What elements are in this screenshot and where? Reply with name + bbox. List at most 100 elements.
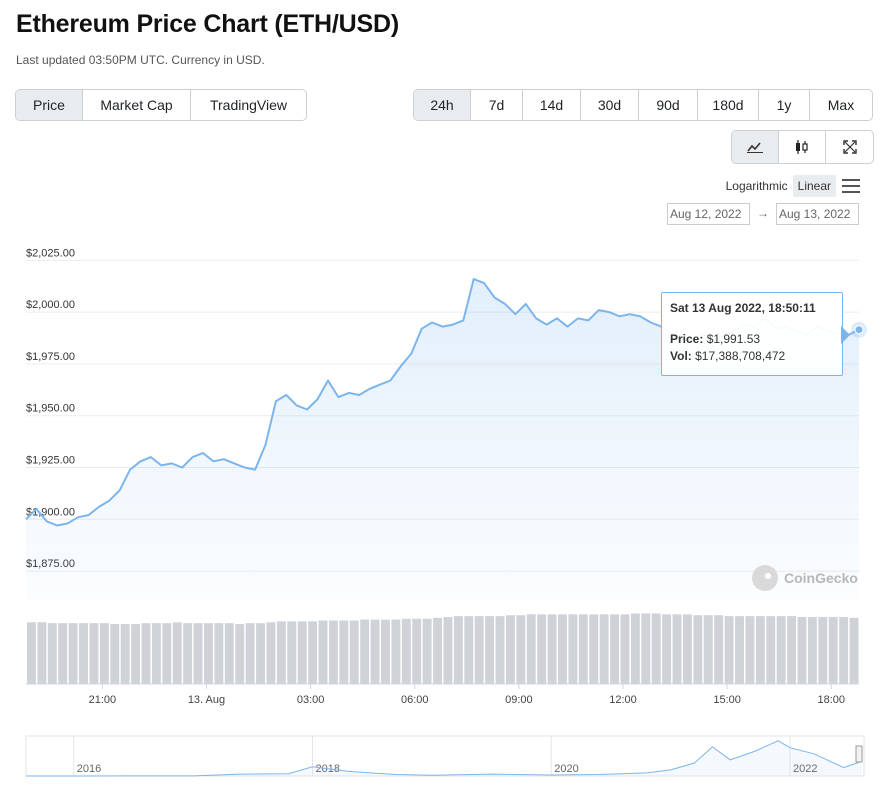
candlestick-button[interactable] [779,131,826,163]
range-1y[interactable]: 1y [759,90,810,120]
y-tick-label: $1,975.00 [26,351,75,363]
volume-bar [204,623,213,684]
x-tick-label: 12:00 [609,694,637,706]
tooltip-pointer [841,326,850,344]
volume-bar [308,621,318,684]
view-tabs: Price Market Cap TradingView [15,89,307,121]
fullscreen-button[interactable] [826,131,873,163]
volume-bar [703,615,713,684]
navigator-handle[interactable] [855,745,863,763]
volume-bar [214,623,224,684]
range-30d[interactable]: 30d [581,90,639,120]
date-to-input[interactable]: Aug 13, 2022 [776,203,859,225]
volume-bar [807,616,817,684]
volume-bar [349,620,359,684]
volume-bar [370,619,380,684]
coingecko-logo-icon [752,565,778,591]
volume-bar [318,620,328,684]
volume-bar [464,616,474,684]
volume-bar [68,623,78,684]
volume-bar [818,616,828,684]
tab-price[interactable]: Price [16,90,83,120]
volume-bar [505,615,515,684]
range-90d[interactable]: 90d [639,90,698,120]
volume-bar [714,615,724,684]
y-tick-label: $1,925.00 [26,455,75,467]
tab-tradingview[interactable]: TradingView [209,97,288,113]
hover-point [854,325,864,335]
volume-bar [599,614,609,684]
volume-bar [391,619,401,684]
volume-bar [766,616,776,684]
volume-bar [620,614,630,684]
range-24h[interactable]: 24h [414,90,471,120]
volume-bar [443,616,453,684]
volume-bar [47,623,57,684]
tooltip-price-row: Price: $1,991.53 [670,331,834,348]
line-chart-icon [747,142,763,153]
volume-bar [266,622,276,684]
y-tick-label: $2,000.00 [26,299,75,311]
volume-bars [26,613,859,685]
navigator-year-label: 2022 [793,763,817,775]
date-range-arrow: → [757,206,769,220]
volume-bar [724,616,734,684]
chart-type-toggle [731,130,874,164]
volume-bar [693,615,703,684]
range-14d[interactable]: 14d [523,90,581,120]
scale-linear[interactable]: Linear [792,175,836,197]
volume-bar [412,618,422,684]
volume-bar [433,617,442,684]
volume-bar [610,614,620,684]
line-chart-button[interactable] [732,131,779,163]
date-from-input[interactable]: Aug 12, 2022 [667,203,750,225]
price-tooltip: Sat 13 Aug 2022, 18:50:11 Price: $1,991.… [661,292,843,376]
chart-menu-icon[interactable] [842,179,860,193]
tooltip-vol-value: $17,388,708,472 [695,349,786,363]
volume-bar [276,621,286,684]
volume-bar [151,623,161,684]
range-180d[interactable]: 180d [698,90,759,120]
x-tick-label: 03:00 [297,694,325,706]
volume-bar [849,617,859,684]
volume-bar [131,624,141,684]
range-7d[interactable]: 7d [471,90,523,120]
tooltip-date: Sat 13 Aug 2022, 18:50:11 [670,301,816,315]
volume-bar [735,616,744,684]
navigator[interactable]: 2016 2018 2020 2022 [25,735,865,777]
volume-bar [589,614,599,684]
volume-bar [526,614,536,684]
volume-bar [755,616,765,684]
x-tick-label: 15:00 [713,694,741,706]
tab-market-cap[interactable]: Market Cap [83,90,191,120]
volume-bar [662,614,672,684]
volume-bar [745,616,755,684]
volume-bar [339,620,349,684]
volume-bar [328,620,338,684]
volume-bar [516,615,526,684]
volume-bar [422,618,432,684]
volume-bar [183,623,193,684]
volume-bar [651,613,661,684]
volume-bar [256,623,265,684]
volume-bar [485,616,495,684]
price-area-fill [26,279,859,600]
range-max[interactable]: Max [827,97,855,113]
volume-bar [401,618,411,684]
volume-bar [58,623,68,684]
tooltip-vol-label: Vol: [670,349,692,363]
candlestick-icon [796,140,808,154]
watermark-text: CoinGecko [784,570,858,586]
volume-bar [776,616,786,684]
volume-bar [641,613,651,684]
volume-bar [224,623,234,684]
x-tick-label: 06:00 [401,694,429,706]
x-axis-labels: 21:00 13. Aug 03:00 06:00 09:00 12:00 15:00 18:… [89,684,845,706]
navigator-series [26,740,862,777]
scale-logarithmic[interactable]: Logarithmic [725,179,788,193]
navigator-area [26,740,862,776]
last-updated-text: Last updated 03:50PM UTC. Currency in US… [16,53,265,67]
volume-bar [120,624,130,684]
coingecko-watermark: CoinGecko [752,565,858,591]
